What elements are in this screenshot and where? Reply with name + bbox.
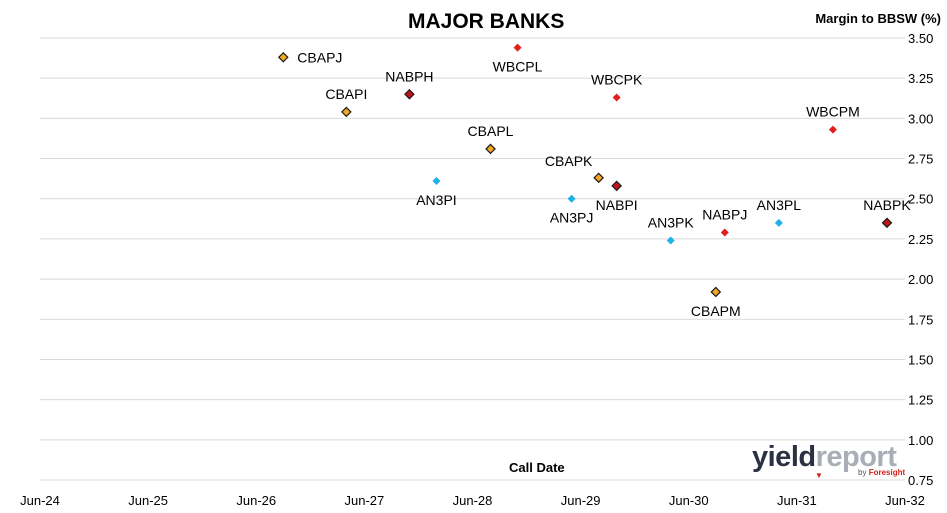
point-cbapk	[593, 172, 604, 184]
data-label-nabpj: NABPJ	[702, 206, 747, 222]
point-nabpj	[720, 228, 729, 237]
point-cbapj	[277, 51, 289, 63]
y-tick-label: 1.00	[908, 433, 933, 448]
x-tick-label: Jun-28	[453, 493, 493, 508]
data-label-wbcpm: WBCPM	[806, 104, 860, 120]
y-tick-label: 1.50	[908, 352, 933, 367]
y-tick-label: 3.50	[908, 31, 933, 46]
y-tick-label: 0.75	[908, 473, 933, 488]
x-axis-title: Call Date	[509, 460, 565, 475]
point-cbapm	[710, 286, 722, 298]
logo-mark-icon: ▼	[815, 471, 823, 480]
point-an3pl	[774, 218, 783, 227]
point-an3pi	[432, 177, 441, 186]
point-cbapi	[341, 106, 352, 118]
x-tick-label: Jun-30	[669, 493, 709, 508]
point-cbapl	[485, 143, 496, 155]
data-label-nabph: NABPH	[385, 68, 433, 84]
y-axis-title: Margin to BBSW (%)	[815, 11, 941, 26]
data-label-cbapk: CBAPK	[545, 153, 593, 169]
data-label-cbapm: CBAPM	[691, 303, 741, 319]
x-tick-label: Jun-26	[236, 493, 276, 508]
data-label-an3pl: AN3PL	[757, 197, 802, 213]
data-label-cbapj: CBAPJ	[297, 49, 342, 65]
x-tick-label: Jun-29	[561, 493, 601, 508]
logo-brand: Foresight	[868, 468, 906, 477]
chart-title: MAJOR BANKS	[408, 10, 565, 33]
point-nabph	[404, 88, 415, 100]
point-wbcpl	[513, 43, 522, 52]
point-wbcpm	[828, 125, 837, 134]
data-label-an3pk: AN3PK	[648, 215, 695, 231]
yieldreport-logo: yieldreport	[752, 441, 897, 474]
y-tick-label: 1.75	[908, 312, 933, 327]
point-wbcpk	[612, 93, 621, 102]
logo-word-yield: yield	[752, 441, 816, 473]
data-label-an3pj: AN3PJ	[550, 210, 594, 226]
point-nabpk	[881, 217, 893, 229]
point-nabpi	[611, 180, 623, 192]
logo-by: by	[858, 468, 867, 477]
data-label-wbcpk: WBCPK	[591, 71, 643, 87]
data-label-cbapl: CBAPL	[468, 123, 514, 139]
y-tick-label: 2.25	[908, 232, 933, 247]
data-label-an3pi: AN3PI	[416, 192, 456, 208]
data-label-wbcpl: WBCPL	[493, 59, 543, 75]
y-tick-label: 1.25	[908, 393, 933, 408]
x-tick-label: Jun-31	[777, 493, 817, 508]
y-tick-label: 2.00	[908, 272, 933, 287]
data-label-cbapi: CBAPI	[325, 86, 367, 102]
y-tick-label: 3.25	[908, 71, 933, 86]
data-label-nabpk: NABPK	[863, 197, 911, 213]
x-tick-label: Jun-27	[345, 493, 385, 508]
point-an3pj	[567, 194, 576, 203]
y-tick-label: 3.00	[908, 111, 933, 126]
x-tick-label: Jun-32	[885, 493, 925, 508]
y-tick-label: 2.50	[908, 192, 933, 207]
x-tick-label: Jun-25	[128, 493, 168, 508]
x-tick-label: Jun-24	[20, 493, 60, 508]
logo-word-report: report	[815, 441, 897, 473]
point-an3pk	[666, 236, 675, 245]
logo-byline: by Foresight	[858, 468, 905, 477]
data-label-nabpi: NABPI	[596, 197, 638, 213]
y-tick-label: 2.75	[908, 152, 933, 167]
